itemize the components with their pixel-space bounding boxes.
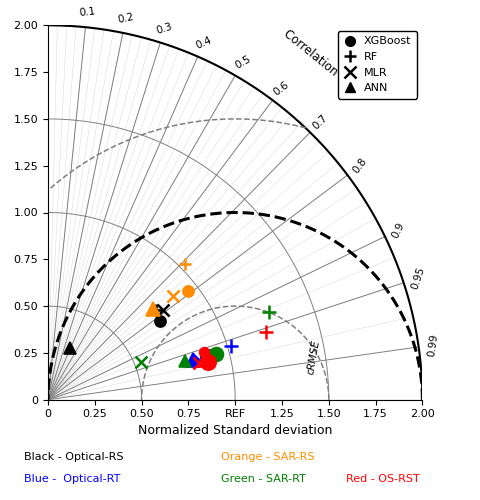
Text: 0.8: 0.8	[350, 156, 369, 176]
Text: 0.3: 0.3	[156, 21, 174, 35]
Text: Red - OS-RST: Red - OS-RST	[346, 474, 420, 484]
Text: 0.4: 0.4	[194, 35, 213, 50]
Text: 0.6: 0.6	[272, 79, 291, 97]
Text: Blue -  Optical-RT: Blue - Optical-RT	[24, 474, 120, 484]
Text: 0.5: 0.5	[233, 54, 252, 71]
Text: Correlation coef: Correlation coef	[281, 28, 362, 97]
Text: 0.9: 0.9	[390, 220, 407, 240]
Text: 0.2: 0.2	[117, 12, 135, 24]
Text: Black - Optical-RS: Black - Optical-RS	[24, 452, 123, 462]
X-axis label: Normalized Standard deviation: Normalized Standard deviation	[138, 424, 332, 436]
Text: Orange - SAR-RS: Orange - SAR-RS	[221, 452, 314, 462]
Text: Green - SAR-RT: Green - SAR-RT	[221, 474, 306, 484]
Text: cRMSE: cRMSE	[306, 339, 322, 376]
Text: 0.99: 0.99	[427, 332, 440, 357]
Text: 0.7: 0.7	[311, 112, 330, 131]
Legend: XGBoost, RF, MLR, ANN: XGBoost, RF, MLR, ANN	[338, 31, 417, 98]
Text: 0.1: 0.1	[78, 6, 96, 18]
Text: 0.95: 0.95	[409, 266, 426, 290]
